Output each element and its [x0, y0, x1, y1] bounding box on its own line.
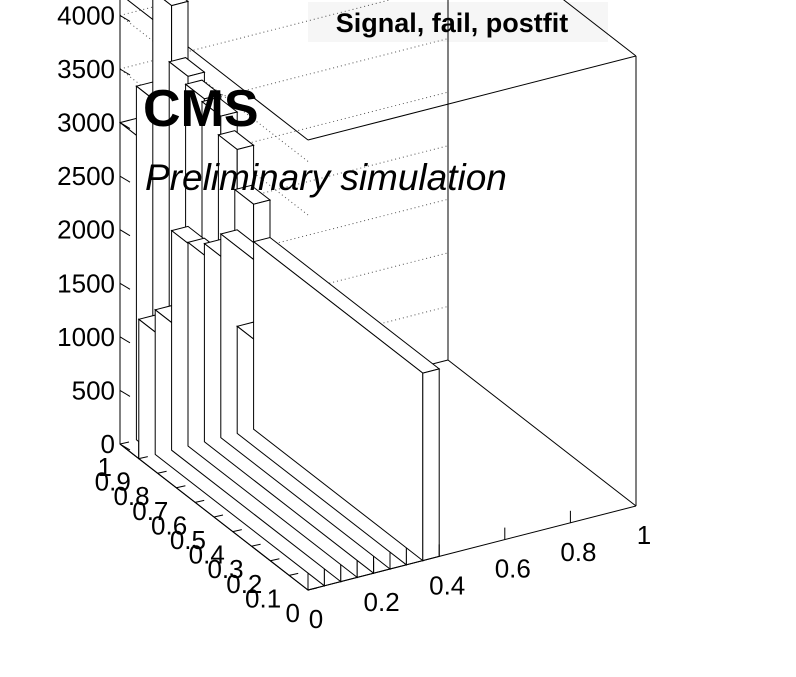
z-tick — [119, 229, 131, 237]
y-tick-label: 0 — [286, 598, 300, 628]
y-tick — [289, 572, 299, 576]
y-tick-label: 1 — [98, 452, 112, 482]
z-tick-label: 1500 — [57, 268, 115, 298]
x-tick-label: 0.2 — [364, 587, 400, 617]
experiment-label: CMS — [143, 80, 259, 138]
z-tick-label: 1000 — [57, 322, 115, 352]
back-wall-edge — [307, 55, 637, 141]
y-tick-label: 0.3 — [207, 554, 243, 584]
x-tick-label: 1 — [637, 520, 651, 550]
z-tick-label: 0 — [101, 429, 115, 459]
z-tick — [119, 14, 131, 22]
y-tick — [270, 558, 280, 562]
y-tick — [176, 485, 186, 489]
z-tick — [119, 68, 131, 76]
x-axis-line — [307, 505, 637, 591]
z-tick — [119, 122, 131, 130]
y-tick-label: 0.5 — [170, 525, 206, 555]
x-tick-label: 0 — [309, 604, 323, 634]
z-tick-label: 3500 — [57, 54, 115, 84]
y-tick-label: 0.6 — [151, 510, 187, 540]
y-tick — [232, 529, 242, 533]
y-tick-label: 0.7 — [132, 496, 168, 526]
z-tick-label: 4000 — [57, 0, 115, 30]
z-tick — [119, 282, 131, 290]
y-tick-label: 0.2 — [226, 569, 262, 599]
back-wall-edge — [563, 0, 637, 57]
y-tick-label: 0.8 — [113, 481, 149, 511]
y-tick — [157, 470, 167, 474]
y-tick-label: 0.1 — [245, 583, 281, 613]
y-tick — [195, 499, 205, 503]
y-tick — [138, 456, 148, 460]
plot-geometry: 0500100015002000250030003500400000.20.40… — [57, 0, 651, 634]
y-tick-label: 0.4 — [189, 540, 225, 570]
back-wall-edge — [126, 0, 309, 141]
x-tick-label: 0.4 — [429, 570, 465, 600]
y-tick — [307, 587, 318, 591]
title-box — [308, 2, 608, 42]
x-tick-label: 0.8 — [560, 537, 596, 567]
back-wall-edge — [447, 359, 637, 507]
y-tick — [213, 514, 224, 518]
y-tick — [119, 441, 130, 445]
x-tick-label: 0.6 — [495, 554, 531, 584]
z-tick — [119, 336, 131, 344]
z-tick-label: 2500 — [57, 161, 115, 191]
bin-front — [422, 368, 440, 562]
y-tick-label: 0.9 — [95, 467, 131, 497]
status-label: Preliminary simulation — [145, 157, 507, 198]
z-tick — [119, 443, 131, 451]
z-tick — [119, 175, 131, 183]
z-tick-label: 3000 — [57, 108, 115, 138]
z-tick-label: 2000 — [57, 215, 115, 245]
z-tick-label: 500 — [72, 375, 115, 405]
y-tick — [251, 543, 261, 547]
chart-title: Signal, fail, postfit — [336, 8, 569, 38]
z-tick — [119, 389, 131, 397]
